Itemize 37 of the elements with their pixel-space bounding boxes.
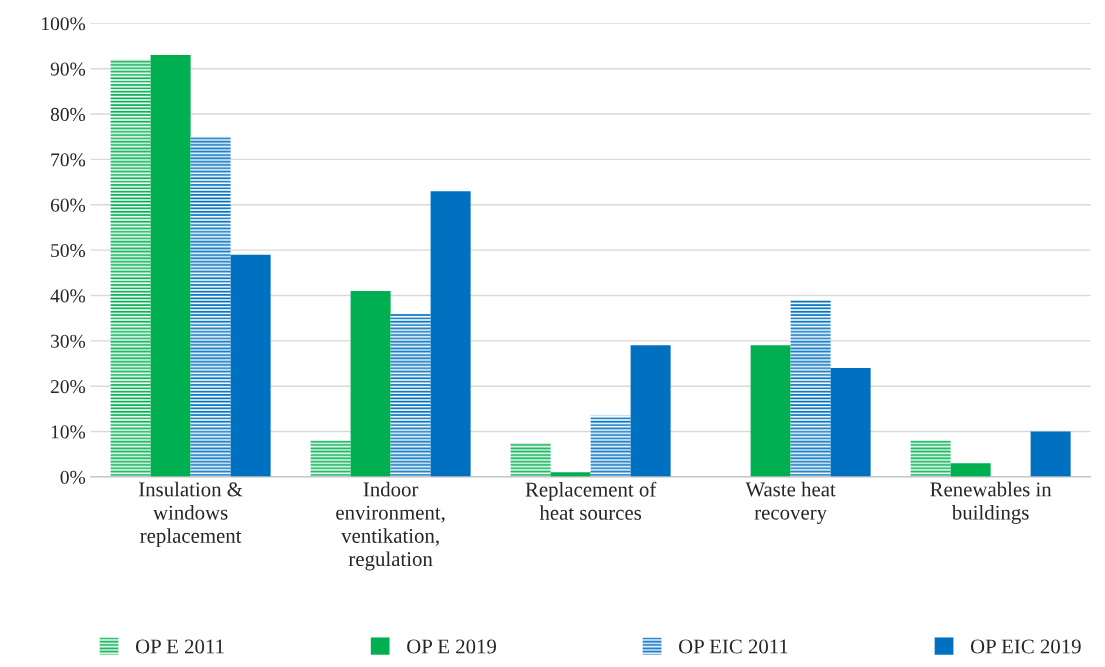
bar (950, 463, 991, 477)
y-tick-label: 30% (51, 334, 86, 348)
x-tick-label: Insulation & windows replacement (139, 481, 243, 548)
bar (230, 254, 271, 477)
bar (910, 440, 951, 477)
bar (630, 345, 671, 477)
y-tick-label: 0% (60, 470, 86, 484)
x-tick-label: Renewables in buildings (930, 481, 1052, 524)
y-tick-label: 20% (50, 380, 86, 394)
bar (350, 290, 391, 477)
y-tick-label: 80% (50, 107, 86, 122)
x-tick-label: Replacement of heat sources (525, 481, 657, 520)
bar (1030, 431, 1071, 477)
y-tick-label: 10% (51, 425, 86, 439)
legend-label: OP E 2019 (407, 639, 497, 654)
y-tick-label: 100% (42, 17, 86, 31)
bar (390, 313, 431, 477)
bar (110, 59, 151, 477)
y-tick-label: 70% (51, 153, 86, 167)
y-tick-label: 40% (50, 289, 86, 303)
bar (190, 136, 231, 477)
y-tick-label: 90% (50, 62, 86, 76)
legend-label: OP E 2011 (135, 639, 224, 654)
bar (510, 442, 551, 477)
legend-label: OP EIC 2019 (970, 639, 1081, 654)
bar (790, 300, 831, 477)
bar (750, 345, 791, 477)
bar (430, 191, 471, 477)
bar (150, 55, 191, 477)
bar (310, 440, 351, 477)
bar (830, 368, 871, 477)
y-tick-label: 50% (51, 243, 86, 258)
y-tick-label: 60% (50, 198, 86, 212)
bar (590, 415, 631, 477)
x-tick-label: Indoor environment, ventikation, regulation (336, 481, 445, 571)
legend-label: OP EIC 2011 (678, 639, 788, 654)
x-tick-label: Waste heat recovery (745, 481, 836, 524)
